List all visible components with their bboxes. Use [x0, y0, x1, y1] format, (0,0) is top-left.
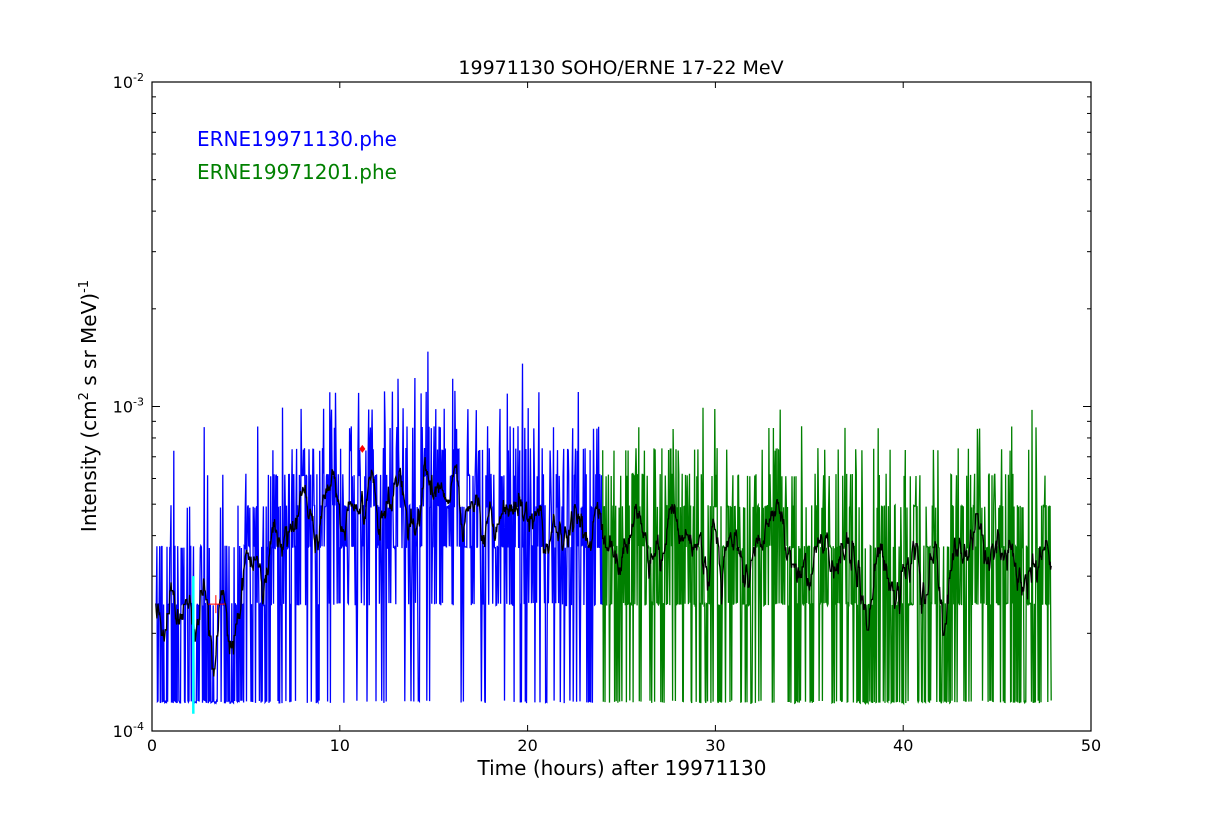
- x-tick-label: 20: [517, 736, 537, 755]
- plot-area: [155, 351, 1052, 714]
- y-tick-label: 10-4: [113, 720, 144, 741]
- series-line-2: [602, 407, 1052, 706]
- series-line-1: [155, 351, 604, 705]
- x-tick-label: 50: [1081, 736, 1101, 755]
- axis-ticks: 0 10 20 30 40 50 10-4 10-3 10-2: [113, 71, 1102, 755]
- y-tick-label: 10-3: [113, 396, 144, 417]
- y-axis-label: Intensity (cm2 s sr MeV)-1: [77, 280, 101, 532]
- chart-title: 19971130 SOHO/ERNE 17-22 MeV: [458, 57, 783, 79]
- x-axis-label: Time (hours) after 19971130: [477, 756, 767, 780]
- smoothed-line: [155, 457, 1052, 677]
- x-tick-label: 40: [893, 736, 913, 755]
- x-tick-label: 10: [330, 736, 350, 755]
- legend-entry-2: ERNE19971201.phe: [197, 160, 397, 184]
- x-tick-label: 0: [147, 736, 157, 755]
- x-tick-label: 30: [705, 736, 725, 755]
- y-tick-label: 10-2: [113, 71, 144, 92]
- legend-entry-1: ERNE19971130.phe: [197, 127, 397, 151]
- red-marker: [359, 444, 366, 453]
